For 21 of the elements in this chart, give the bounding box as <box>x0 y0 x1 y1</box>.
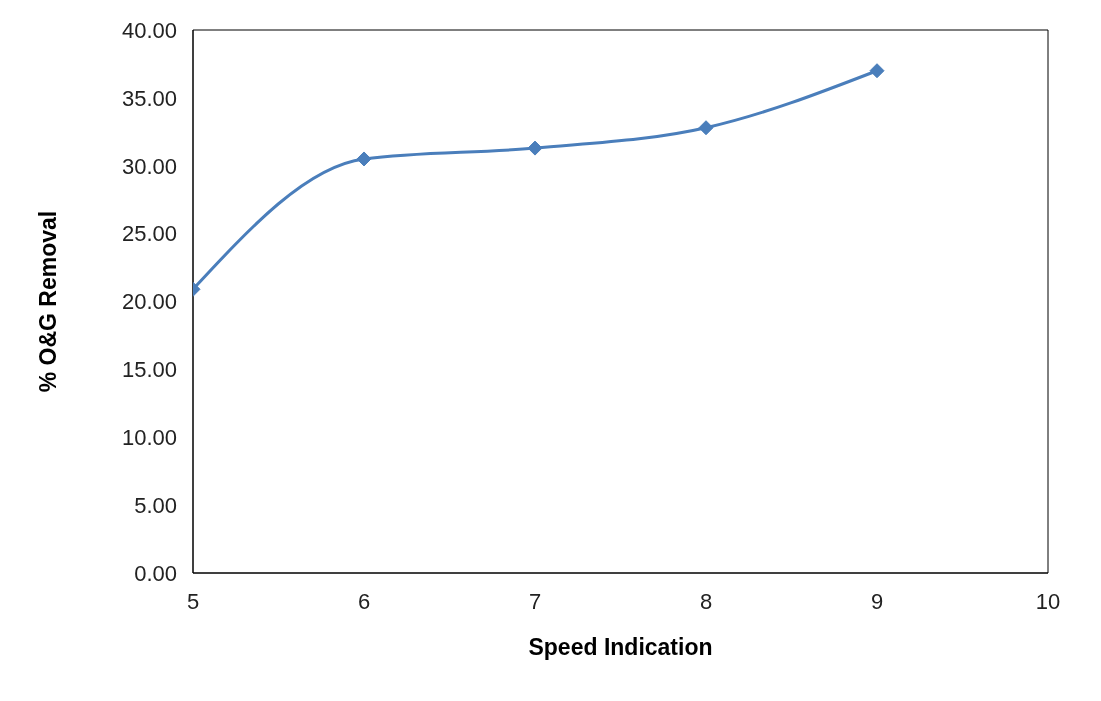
x-tick-label: 5 <box>186 588 200 614</box>
y-tick-label: 5.00 <box>134 492 177 518</box>
y-tick-label: 25.00 <box>121 221 177 247</box>
x-tick-label: 10 <box>1035 588 1061 614</box>
point <box>869 63 885 79</box>
y-tick-label: 35.00 <box>121 85 177 111</box>
x-axis-title: Speed Indication <box>528 634 713 660</box>
y-tick-label: 15.00 <box>121 357 177 383</box>
y-tick-label: 10.00 <box>121 425 177 451</box>
point <box>698 120 714 136</box>
point <box>527 140 543 156</box>
y-tick-label: 30.00 <box>121 153 177 179</box>
y-tick-label: 20.00 <box>121 289 177 315</box>
y-axis-title: % O&G Removal <box>35 210 62 393</box>
point <box>356 151 372 167</box>
x-tick-label: 7 <box>528 588 542 614</box>
y-tick-label: 40.00 <box>121 17 177 43</box>
y-tick-label: 0.00 <box>134 560 177 586</box>
x-tick-label: 8 <box>699 588 713 614</box>
x-tick-label: 9 <box>870 588 884 614</box>
x-tick-label: 6 <box>357 588 371 614</box>
